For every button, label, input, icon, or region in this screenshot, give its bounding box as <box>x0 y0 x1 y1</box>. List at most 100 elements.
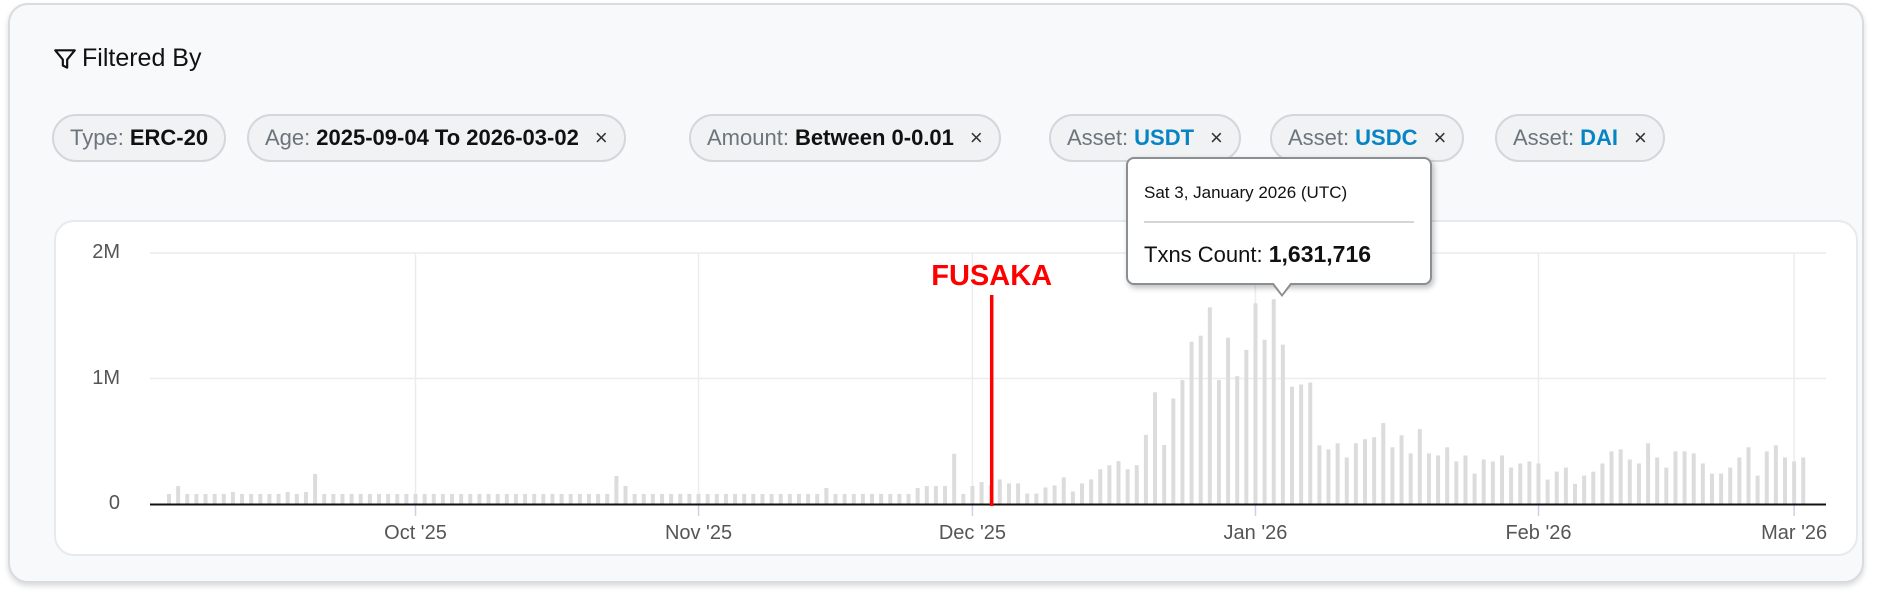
filter-chip-5[interactable]: Asset: USDC × <box>1270 114 1465 162</box>
bar[interactable] <box>1436 455 1441 504</box>
bar[interactable] <box>678 493 683 504</box>
bar[interactable] <box>705 493 710 504</box>
bar[interactable] <box>1399 435 1404 504</box>
filter-chip-3[interactable]: Amount: Between 0-0.01 × <box>689 114 1001 162</box>
bar[interactable] <box>367 493 372 504</box>
bar[interactable] <box>1783 457 1788 504</box>
bar[interactable] <box>176 486 181 504</box>
bar[interactable] <box>1052 485 1057 504</box>
bar[interactable] <box>1125 469 1130 504</box>
bar[interactable] <box>1335 443 1340 504</box>
bar[interactable] <box>559 493 564 504</box>
bar[interactable] <box>1116 461 1121 504</box>
bar[interactable] <box>1609 451 1614 504</box>
bar[interactable] <box>778 493 783 504</box>
bar[interactable] <box>294 493 299 504</box>
bar[interactable] <box>303 491 308 504</box>
bar[interactable] <box>1280 344 1285 504</box>
bar[interactable] <box>1472 473 1477 504</box>
bar[interactable] <box>1363 439 1368 504</box>
bar[interactable] <box>386 493 391 504</box>
bar[interactable] <box>395 493 400 504</box>
bar[interactable] <box>504 493 509 504</box>
bar[interactable] <box>1600 463 1605 504</box>
bar[interactable] <box>1080 483 1084 504</box>
bar[interactable] <box>1463 455 1468 504</box>
bar[interactable] <box>1719 473 1724 504</box>
bar[interactable] <box>586 493 591 504</box>
bar[interactable] <box>468 493 473 504</box>
bar[interactable] <box>1034 493 1039 504</box>
bar[interactable] <box>1509 467 1514 504</box>
bar[interactable] <box>1207 307 1212 504</box>
bar[interactable] <box>961 493 966 504</box>
bar[interactable] <box>1025 493 1030 504</box>
bar[interactable] <box>1792 461 1797 504</box>
bar[interactable] <box>541 493 546 504</box>
bar[interactable] <box>842 493 847 504</box>
bar[interactable] <box>1153 392 1158 504</box>
bar[interactable] <box>1326 449 1331 504</box>
bar[interactable] <box>1143 434 1148 504</box>
bar[interactable] <box>1353 443 1358 504</box>
bar[interactable] <box>970 486 975 504</box>
bar[interactable] <box>495 493 500 504</box>
bar[interactable] <box>1426 453 1431 504</box>
bar[interactable] <box>568 493 573 504</box>
bar[interactable] <box>1709 473 1714 504</box>
bar[interactable] <box>1299 384 1304 504</box>
bar[interactable] <box>1226 337 1231 504</box>
bar[interactable] <box>1582 475 1587 504</box>
bar[interactable] <box>687 493 692 504</box>
bar[interactable] <box>322 493 327 504</box>
bar[interactable] <box>742 493 747 504</box>
bar[interactable] <box>1728 467 1733 504</box>
bar[interactable] <box>915 487 920 504</box>
bar[interactable] <box>1198 335 1203 504</box>
filter-chip-4[interactable]: Asset: USDT × <box>1049 114 1241 162</box>
bar[interactable] <box>1591 471 1596 504</box>
bar[interactable] <box>997 479 1002 504</box>
bar[interactable] <box>550 493 555 504</box>
bar[interactable] <box>1536 463 1541 504</box>
bar[interactable] <box>696 493 701 504</box>
bar[interactable] <box>440 493 445 504</box>
bar[interactable] <box>577 493 582 504</box>
bar[interactable] <box>815 493 820 504</box>
bar[interactable] <box>1618 449 1623 504</box>
bar[interactable] <box>1070 491 1075 504</box>
bar[interactable] <box>431 493 436 504</box>
bar[interactable] <box>267 493 272 504</box>
bar[interactable] <box>212 493 217 504</box>
bar[interactable] <box>1673 451 1678 504</box>
bar[interactable] <box>769 493 774 504</box>
bar[interactable] <box>1573 483 1578 504</box>
bar[interactable] <box>1682 451 1687 504</box>
bar[interactable] <box>1381 423 1386 504</box>
bar[interactable] <box>486 493 491 504</box>
bar[interactable] <box>660 493 665 504</box>
bar[interactable] <box>1107 465 1112 504</box>
bar[interactable] <box>422 493 427 504</box>
bar[interactable] <box>860 493 865 504</box>
bar[interactable] <box>1180 380 1185 504</box>
bar[interactable] <box>1737 457 1742 504</box>
bar[interactable] <box>1089 479 1094 504</box>
remove-filter-icon[interactable]: × <box>594 125 608 150</box>
bar[interactable] <box>230 491 235 504</box>
bar[interactable] <box>1545 479 1550 504</box>
bar[interactable] <box>459 493 464 504</box>
bar[interactable] <box>258 493 263 504</box>
bar[interactable] <box>1773 445 1778 504</box>
bar[interactable] <box>924 486 929 504</box>
bar[interactable] <box>1454 461 1459 504</box>
bar[interactable] <box>1490 461 1495 504</box>
remove-filter-icon[interactable]: × <box>1634 125 1647 150</box>
bar[interactable] <box>1235 376 1240 504</box>
bar[interactable] <box>979 482 984 504</box>
bar[interactable] <box>477 493 482 504</box>
bar[interactable] <box>276 493 281 504</box>
bar[interactable] <box>1646 443 1651 504</box>
bar[interactable] <box>760 493 765 504</box>
bar[interactable] <box>1016 483 1021 504</box>
